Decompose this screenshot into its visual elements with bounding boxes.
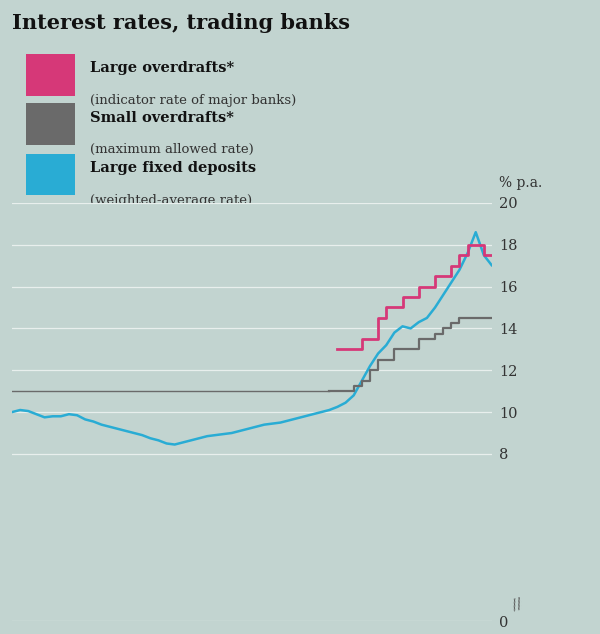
Text: //: //: [511, 597, 524, 612]
Text: (indicator rate of major banks): (indicator rate of major banks): [90, 94, 296, 107]
Text: (maximum allowed rate): (maximum allowed rate): [90, 143, 254, 157]
Text: Large overdrafts*: Large overdrafts*: [90, 61, 234, 75]
Bar: [26, 54, 76, 96]
Text: % p.a.: % p.a.: [499, 176, 542, 190]
Bar: [26, 103, 76, 145]
Text: Large fixed deposits: Large fixed deposits: [90, 161, 256, 175]
Text: (weighted-average rate): (weighted-average rate): [90, 194, 252, 207]
Bar: [26, 153, 76, 195]
Text: Interest rates, trading banks: Interest rates, trading banks: [12, 13, 350, 34]
Text: Small overdrafts*: Small overdrafts*: [90, 110, 233, 124]
